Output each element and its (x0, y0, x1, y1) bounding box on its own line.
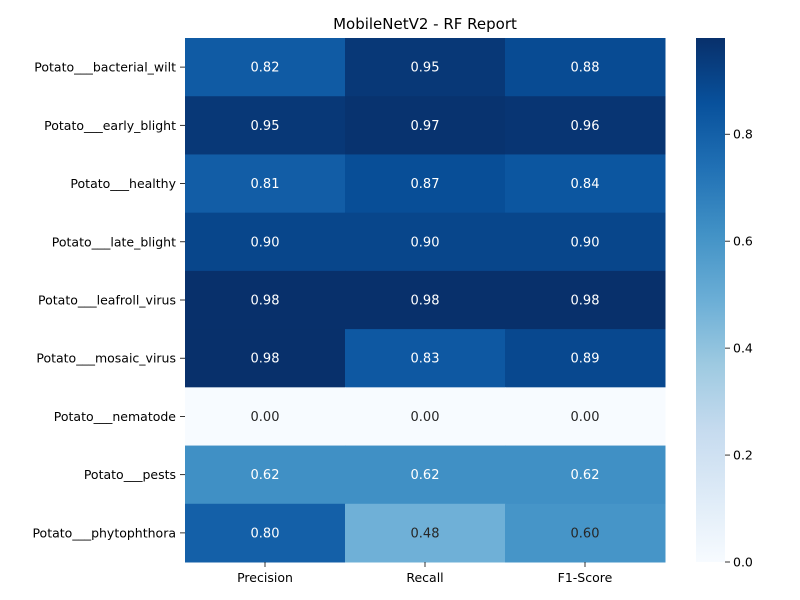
cell-value-label: 0.00 (411, 410, 440, 425)
heatmap-cell (345, 329, 506, 388)
cell-value-label: 0.95 (411, 61, 440, 76)
colorbar-tick-label: 0.4 (733, 341, 753, 356)
heatmap-cell (505, 503, 666, 563)
heatmap-cell (345, 96, 506, 155)
x-axis-labels: Precision Recall F1-Score (237, 562, 613, 585)
cell-value-label: 0.62 (571, 468, 600, 483)
heatmap-cell (505, 387, 666, 447)
row-label: Potato___leafroll_virus (38, 293, 176, 308)
row-label: Potato___healthy (70, 176, 176, 191)
heatmap-value-labels: 0.82 0.95 0.88 0.95 0.97 0.96 0.81 0.87 0.84 0.90… (251, 61, 600, 542)
column-label: Recall (406, 570, 443, 585)
cell-value-label: 0.90 (411, 235, 440, 250)
cell-value-label: 0.83 (411, 352, 440, 367)
colorbar-ticks: 0.0 0.2 0.4 0.6 0.8 (725, 127, 753, 570)
heatmap-cell (345, 445, 506, 505)
cell-value-label: 0.80 (251, 526, 280, 541)
cell-value-label: 0.98 (251, 294, 280, 309)
cell-value-label: 0.98 (251, 352, 280, 367)
cell-value-label: 0.62 (411, 468, 440, 483)
cell-value-label: 0.90 (571, 235, 600, 250)
row-label: Potato___nematode (54, 409, 177, 424)
heatmap-cell (505, 38, 666, 97)
cell-value-label: 0.97 (411, 119, 440, 134)
cell-value-label: 0.82 (251, 61, 280, 76)
heatmap-cell (345, 38, 506, 97)
heatmap-cell (505, 445, 666, 505)
colorbar-tick-label: 0.8 (733, 127, 753, 142)
heatmap-cell (345, 270, 506, 330)
colorbar-tick-label: 0.2 (733, 448, 753, 463)
heatmap-cells (185, 38, 666, 563)
heatmap-cell (185, 445, 346, 505)
cell-value-label: 0.98 (411, 294, 440, 309)
cell-value-label: 0.87 (411, 177, 440, 192)
heatmap-cell (185, 387, 346, 447)
cell-value-label: 0.48 (411, 526, 440, 541)
heatmap-cell (505, 154, 666, 214)
row-label: Potato___late_blight (52, 234, 176, 249)
heatmap-cell (185, 154, 346, 214)
heatmap-cell (345, 387, 506, 447)
heatmap-cell (345, 154, 506, 214)
heatmap-cell (185, 96, 346, 155)
heatmap-cell (505, 96, 666, 155)
row-label: Potato___pests (84, 467, 176, 482)
colorbar: 0.0 0.2 0.4 0.6 0.8 (696, 38, 753, 570)
heatmap-cell (345, 212, 506, 272)
cell-value-label: 0.95 (251, 119, 280, 134)
row-label: Potato___phytophthora (32, 525, 176, 540)
heatmap-cell (185, 329, 346, 388)
heatmap-cell (345, 503, 506, 563)
y-axis-labels: Potato___bacterial_wilt Potato___early_bl… (32, 60, 185, 540)
heatmap-cell (185, 503, 346, 563)
cell-value-label: 0.81 (251, 177, 280, 192)
column-label: F1-Score (558, 570, 613, 585)
cell-value-label: 0.88 (571, 61, 600, 76)
cell-value-label: 0.00 (571, 410, 600, 425)
heatmap-cell (185, 270, 346, 330)
cell-value-label: 0.89 (571, 352, 600, 367)
chart-title: MobileNetV2 - RF Report (333, 15, 517, 33)
row-label: Potato___mosaic_virus (36, 351, 176, 366)
heatmap-cell (505, 329, 666, 388)
heatmap-cell (505, 212, 666, 272)
cell-value-label: 0.98 (571, 294, 600, 309)
colorbar-tick-label: 0.6 (733, 234, 753, 249)
cell-value-label: 0.00 (251, 410, 280, 425)
colorbar-tick-label: 0.0 (733, 555, 753, 570)
cell-value-label: 0.90 (251, 235, 280, 250)
cell-value-label: 0.84 (571, 177, 600, 192)
heatmap-cell (185, 212, 346, 272)
column-label: Precision (237, 570, 293, 585)
cell-value-label: 0.62 (251, 468, 280, 483)
heatmap-cell (185, 38, 346, 97)
heatmap-cell (505, 270, 666, 330)
row-label: Potato___bacterial_wilt (34, 60, 176, 75)
cell-value-label: 0.96 (571, 119, 600, 134)
row-label: Potato___early_blight (44, 118, 176, 133)
colorbar-gradient (696, 38, 725, 562)
cell-value-label: 0.60 (571, 526, 600, 541)
